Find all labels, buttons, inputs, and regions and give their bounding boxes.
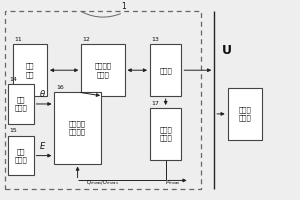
Text: 17: 17 [152, 101, 159, 106]
Text: 滤波器: 滤波器 [159, 67, 172, 74]
Text: 14: 14 [10, 77, 17, 82]
Text: 12: 12 [83, 37, 91, 42]
Text: $Q_{meas}/U_{meas}$: $Q_{meas}/U_{meas}$ [85, 178, 119, 187]
Text: $\bf{U}$: $\bf{U}$ [221, 44, 232, 57]
Text: 储能
单元: 储能 单元 [26, 63, 34, 78]
Bar [228, 88, 262, 140]
Text: 信号测
量单元: 信号测 量单元 [159, 126, 172, 141]
Text: 15: 15 [10, 128, 17, 133]
Text: $\theta$: $\theta$ [39, 88, 46, 99]
Bar [81, 44, 124, 96]
Bar [150, 108, 182, 160]
Text: $E$: $E$ [39, 140, 46, 151]
Text: 11: 11 [14, 37, 22, 42]
Text: 频率
调节器: 频率 调节器 [14, 97, 27, 111]
Text: 电力电子
变换器: 电力电子 变换器 [94, 63, 112, 78]
Bar [5, 11, 201, 189]
Text: 13: 13 [152, 37, 159, 42]
Bar [13, 44, 47, 96]
Bar [150, 44, 182, 96]
Bar [8, 136, 34, 175]
Text: 电压矢量
控制单元: 电压矢量 控制单元 [69, 120, 86, 135]
Text: 幅傀
调节器: 幅傀 调节器 [14, 148, 27, 163]
Bar [8, 84, 34, 124]
Text: 1: 1 [121, 2, 125, 11]
Bar [54, 92, 101, 164]
Text: 新能源
发电厂: 新能源 发电厂 [238, 107, 251, 121]
Text: $P_{meas}$: $P_{meas}$ [164, 178, 180, 187]
Text: 16: 16 [56, 85, 64, 90]
